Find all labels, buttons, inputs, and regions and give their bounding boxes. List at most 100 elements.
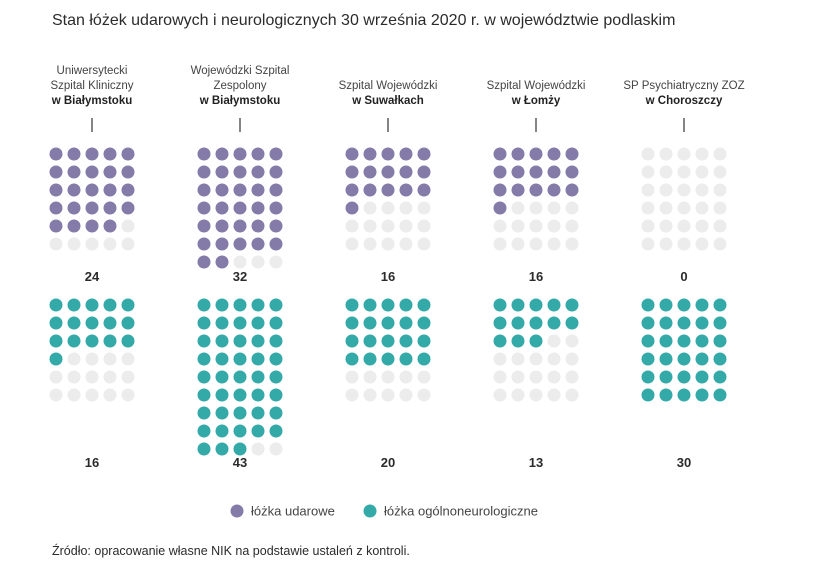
neuro-bed-dot [233, 442, 247, 456]
empty-bed-dot [547, 334, 561, 348]
neuro-bed-dot [269, 370, 283, 384]
neuro-bed-dot [363, 334, 377, 348]
empty-bed-dot [677, 165, 691, 179]
stroke-bed-dot [67, 165, 81, 179]
stroke-bed-dot [269, 201, 283, 215]
neuro-bed-dot [85, 298, 99, 312]
stroke-bed-dot [215, 237, 229, 251]
neuro-bed-dot [49, 334, 63, 348]
empty-bed-dot [269, 255, 283, 269]
empty-bed-dot [67, 370, 81, 384]
stroke-bed-dot [529, 183, 543, 197]
stroke-bed-dot [381, 183, 395, 197]
stroke-bed-dot [417, 147, 431, 161]
stroke-beds-grid [197, 147, 283, 269]
stroke-bed-dot [197, 255, 211, 269]
stroke-bed-dot [269, 237, 283, 251]
empty-bed-dot [381, 219, 395, 233]
neuro-bed-dot [417, 316, 431, 330]
hospital-location-label: w Białymstoku [199, 95, 281, 107]
neuro-bed-dot [251, 316, 265, 330]
neuro-bed-dot [233, 334, 247, 348]
empty-bed-dot [417, 219, 431, 233]
empty-bed-dot [363, 201, 377, 215]
neuro-bed-dot [269, 424, 283, 438]
neuro-bed-dot [659, 316, 673, 330]
neuro-bed-dot [269, 298, 283, 312]
empty-bed-dot [121, 352, 135, 366]
stroke-bed-dot [197, 237, 211, 251]
neuro-bed-dot [103, 334, 117, 348]
empty-bed-dot [677, 147, 691, 161]
stroke-beds-grid [49, 147, 135, 251]
stroke-bed-dot [215, 147, 229, 161]
stroke-bed-dot [381, 165, 395, 179]
stroke-bed-dot [399, 165, 413, 179]
empty-bed-dot [493, 237, 507, 251]
neuro-beds-count: 30 [677, 455, 691, 470]
empty-bed-dot [233, 255, 247, 269]
empty-bed-dot [345, 219, 359, 233]
chart-body: Uniwersytecki Szpital Kliniczny w Białymst… [49, 65, 745, 519]
neuro-bed-dot [215, 334, 229, 348]
neuro-bed-dot [121, 334, 135, 348]
empty-bed-dot [511, 370, 525, 384]
neuro-bed-dot [713, 388, 727, 402]
stroke-beds-count: 16 [381, 269, 395, 284]
hospital-location-label: w Choroszczy [645, 95, 723, 107]
neuro-bed-dot [677, 298, 691, 312]
neuro-bed-dot [345, 352, 359, 366]
neuro-bed-dot [677, 334, 691, 348]
stroke-bed-dot [493, 183, 507, 197]
stroke-bed-dot [197, 147, 211, 161]
stroke-bed-dot [121, 165, 135, 179]
neuro-bed-dot [197, 316, 211, 330]
neuro-bed-dot [345, 316, 359, 330]
neuro-bed-dot [641, 298, 655, 312]
neuro-bed-dot [197, 334, 211, 348]
hospital-name-label: Szpital Kliniczny [50, 80, 133, 92]
stroke-bed-dot [529, 147, 543, 161]
neuro-bed-dot [547, 298, 561, 312]
stroke-bed-dot [121, 201, 135, 215]
empty-bed-dot [399, 237, 413, 251]
hospital-panel: Szpital Wojewódzki w Łomży 16 13 [487, 80, 586, 470]
stroke-bed-dot [49, 183, 63, 197]
neuro-bed-dot [659, 298, 673, 312]
empty-bed-dot [103, 237, 117, 251]
neuro-bed-dot [269, 334, 283, 348]
empty-bed-dot [529, 352, 543, 366]
neuro-bed-dot [103, 316, 117, 330]
empty-bed-dot [695, 201, 709, 215]
empty-bed-dot [85, 370, 99, 384]
empty-bed-dot [695, 183, 709, 197]
empty-bed-dot [695, 165, 709, 179]
stroke-bed-dot [103, 165, 117, 179]
neuro-bed-dot [345, 334, 359, 348]
stroke-bed-dot [269, 147, 283, 161]
neuro-bed-dot [493, 298, 507, 312]
neuro-bed-dot [197, 424, 211, 438]
stroke-bed-dot [363, 147, 377, 161]
stroke-bed-dot [85, 183, 99, 197]
stroke-bed-dot [85, 147, 99, 161]
neuro-bed-dot [363, 352, 377, 366]
neuro-bed-dot [713, 316, 727, 330]
hospital-name-label: Szpital Wojewódzki [339, 80, 438, 92]
empty-bed-dot [713, 165, 727, 179]
neuro-bed-dot [215, 388, 229, 402]
neuro-bed-dot [215, 316, 229, 330]
neuro-bed-dot [399, 334, 413, 348]
stroke-bed-dot [49, 165, 63, 179]
empty-bed-dot [713, 219, 727, 233]
neuro-bed-dot [547, 316, 561, 330]
empty-bed-dot [659, 183, 673, 197]
neuro-bed-dot [659, 334, 673, 348]
empty-bed-dot [121, 388, 135, 402]
stroke-bed-dot [251, 219, 265, 233]
neuro-bed-dot [345, 298, 359, 312]
neuro-bed-dot [197, 442, 211, 456]
stroke-bed-dot [103, 201, 117, 215]
stroke-bed-dot [269, 183, 283, 197]
